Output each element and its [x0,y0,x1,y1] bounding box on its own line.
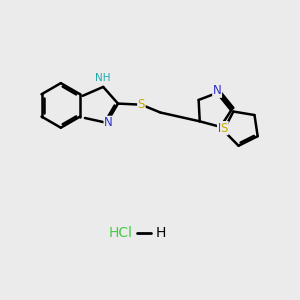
Text: NH: NH [95,73,110,83]
Text: N: N [104,116,113,129]
Text: N: N [218,122,226,135]
Text: HCl: HCl [108,226,132,240]
Text: N: N [213,84,221,97]
Text: H: H [155,226,166,240]
Text: S: S [138,98,145,111]
Text: S: S [221,122,228,135]
